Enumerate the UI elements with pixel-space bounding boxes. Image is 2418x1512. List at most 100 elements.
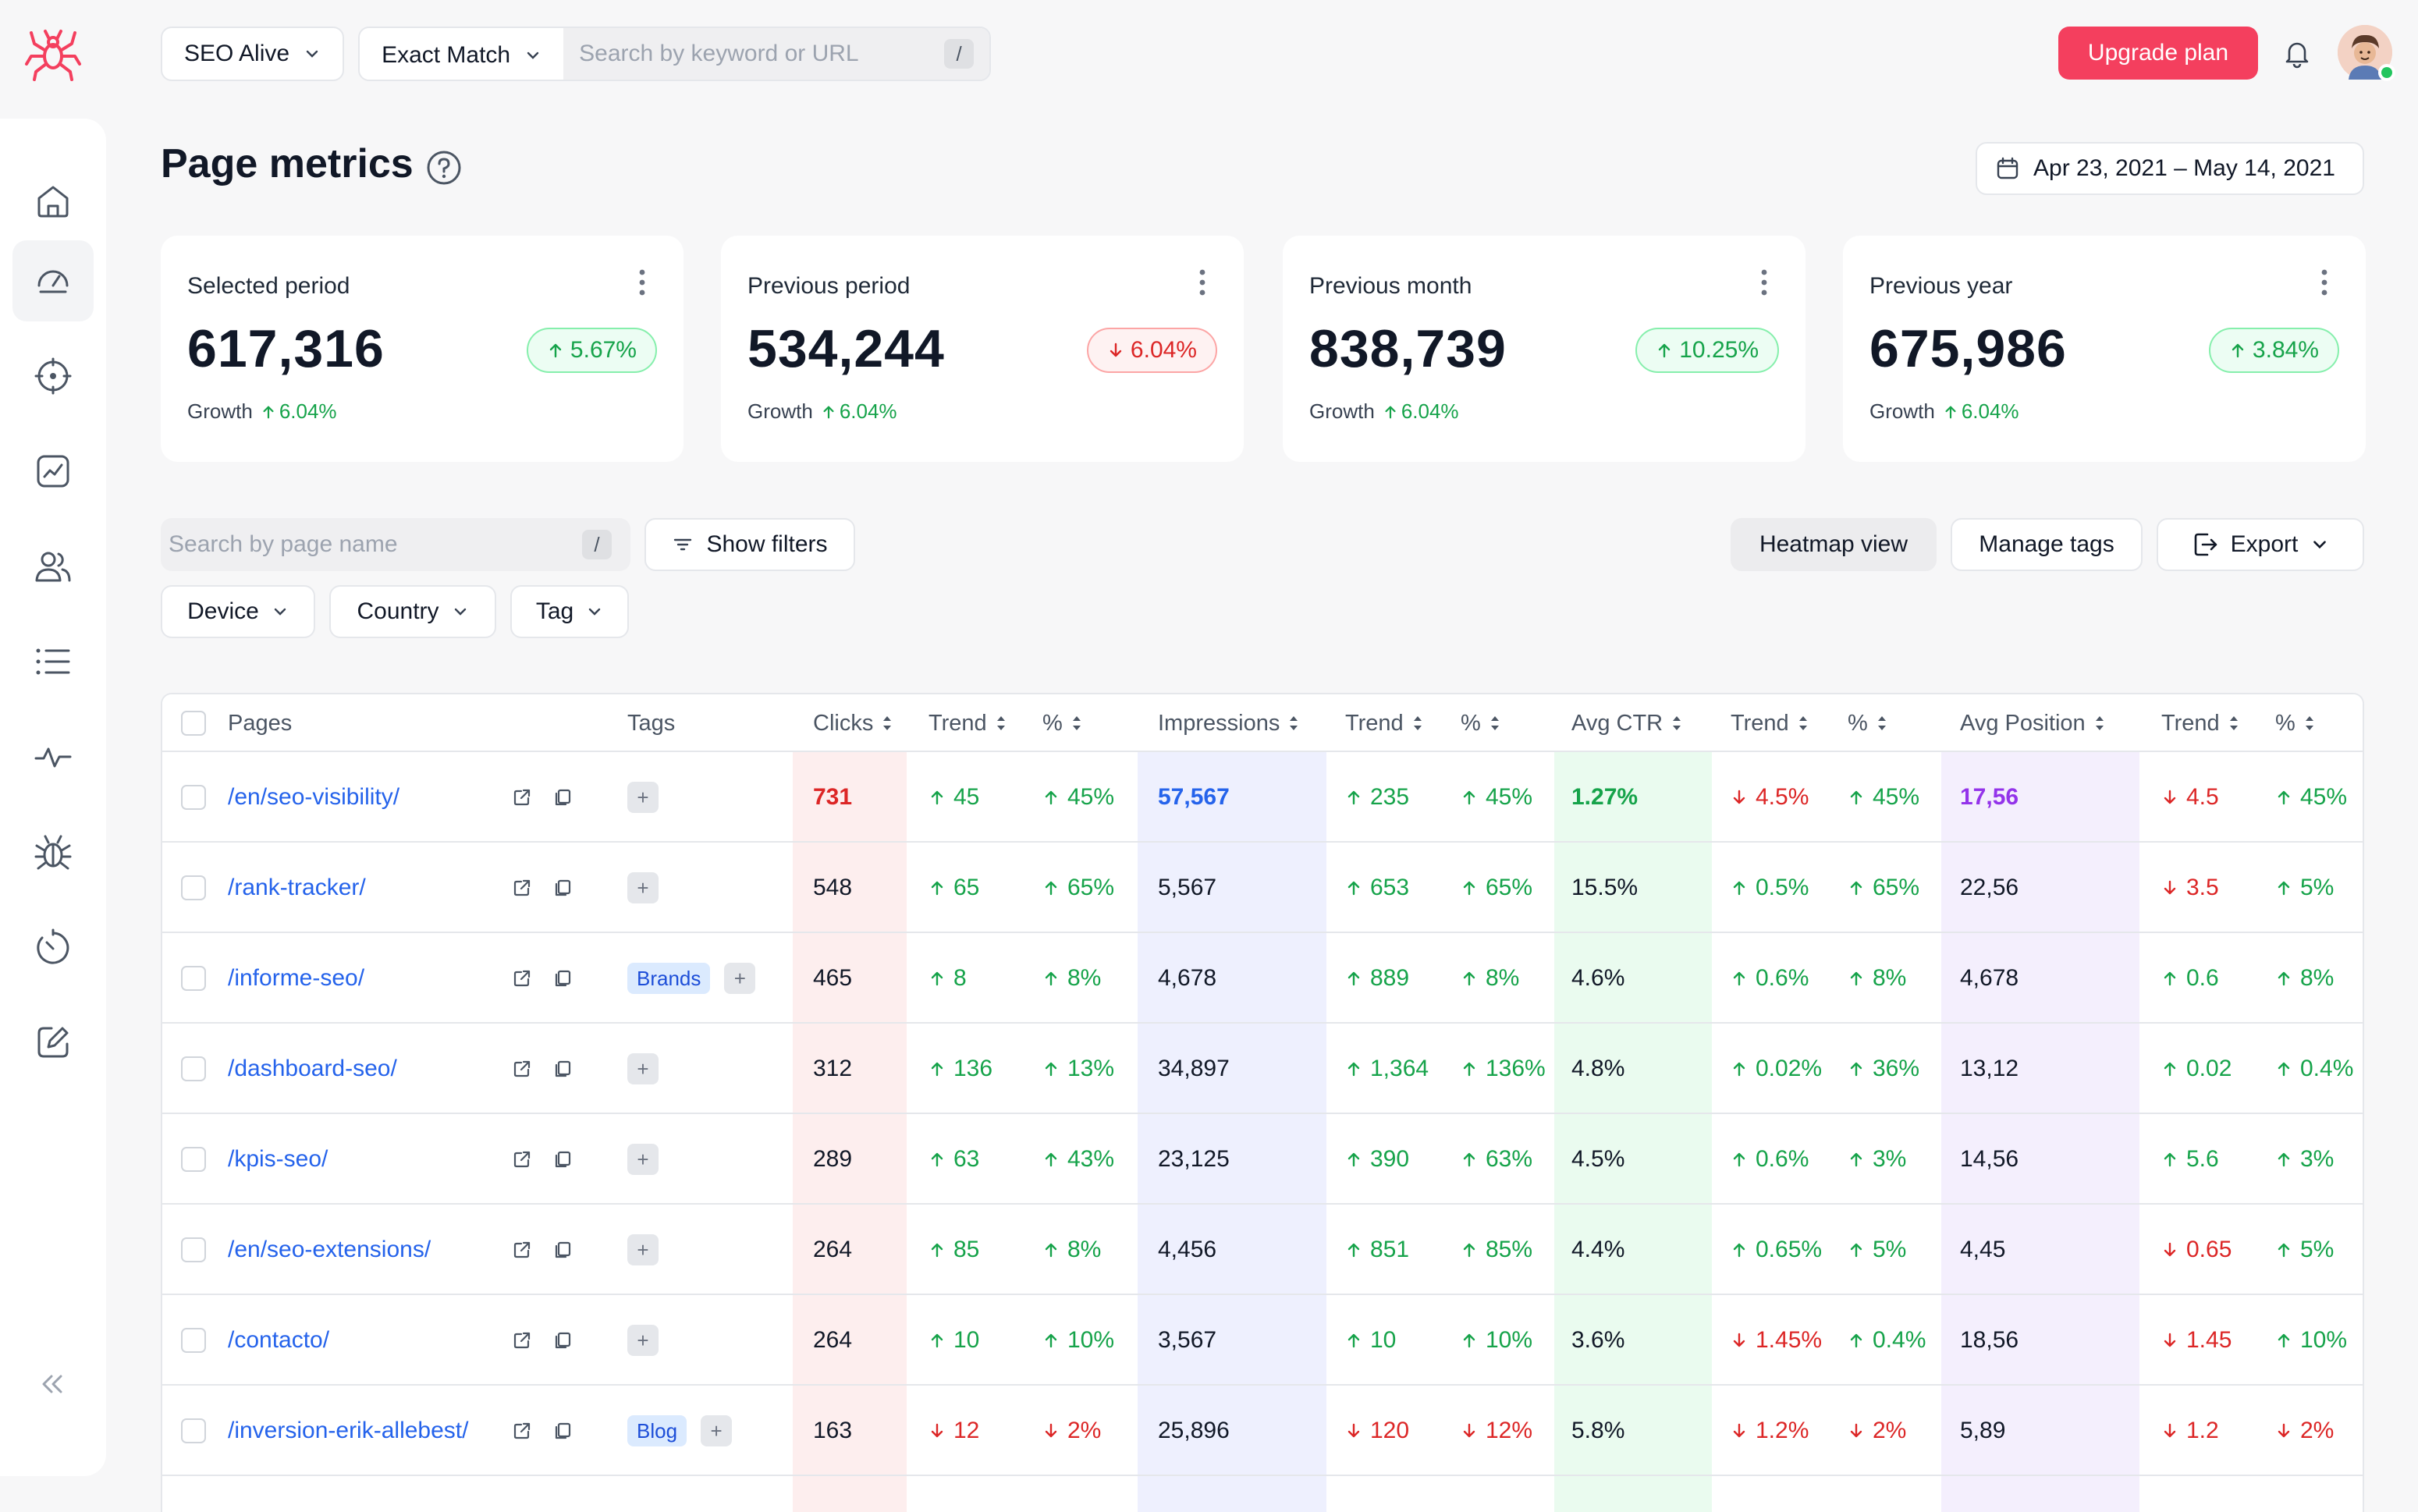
row-checkbox[interactable] — [181, 1328, 206, 1353]
open-external-button[interactable] — [512, 843, 532, 933]
page-link[interactable]: /en/seo-visibility/ — [228, 752, 399, 843]
more-vertical-icon[interactable] — [1760, 268, 1768, 296]
header-ctr-percent[interactable]: % — [1848, 694, 1888, 752]
header-ctr-trend[interactable]: Trend — [1731, 694, 1809, 752]
sidebar-item-activity[interactable] — [12, 716, 94, 797]
upgrade-plan-button[interactable]: Upgrade plan — [2058, 27, 2258, 80]
open-external-button[interactable] — [512, 1295, 532, 1386]
copy-button[interactable] — [552, 1295, 573, 1386]
sidebar-item-page-metrics[interactable] — [12, 240, 94, 321]
sidebar-item-list[interactable] — [12, 621, 94, 702]
page-link[interactable]: /rank-tracker/ — [228, 843, 366, 933]
country-filter[interactable]: Country — [329, 585, 496, 638]
row-checkbox[interactable] — [181, 966, 206, 991]
header-clicks-trend[interactable]: Trend — [928, 694, 1007, 752]
open-external-button[interactable] — [512, 933, 532, 1024]
sort-icon[interactable] — [995, 713, 1007, 733]
row-checkbox[interactable] — [181, 785, 206, 810]
sort-icon[interactable] — [881, 713, 893, 733]
add-tag-button[interactable]: + — [627, 1144, 659, 1175]
help-icon[interactable] — [426, 150, 462, 186]
manage-tags-button[interactable]: Manage tags — [1951, 518, 2143, 571]
sort-icon[interactable] — [1287, 713, 1300, 733]
add-tag-button[interactable]: + — [627, 872, 659, 903]
date-range-picker[interactable]: Apr 23, 2021 – May 14, 2021 — [1976, 142, 2364, 195]
header-clicks-percent[interactable]: % — [1042, 694, 1083, 752]
keyword-search-input[interactable]: Search by keyword or URL / — [563, 28, 990, 80]
page-link[interactable]: /kpis-seo/ — [228, 1114, 328, 1205]
sort-icon[interactable] — [1876, 713, 1888, 733]
sidebar-item-users[interactable] — [12, 526, 94, 607]
show-filters-button[interactable]: Show filters — [644, 518, 855, 571]
sort-icon[interactable] — [2228, 713, 2240, 733]
header-position-percent[interactable]: % — [2275, 694, 2316, 752]
tag-filter[interactable]: Tag — [510, 585, 629, 638]
copy-button[interactable] — [552, 752, 573, 843]
header-position-trend[interactable]: Trend — [2161, 694, 2240, 752]
header-impressions-percent[interactable]: % — [1461, 694, 1501, 752]
collapse-sidebar-button[interactable] — [12, 1343, 94, 1425]
sidebar-item-target[interactable] — [12, 335, 94, 417]
more-vertical-icon[interactable] — [1198, 268, 1206, 296]
tag-badge[interactable]: Blog — [627, 1415, 687, 1446]
project-selector[interactable]: SEO Alive — [161, 27, 345, 81]
more-vertical-icon[interactable] — [2320, 268, 2328, 296]
add-tag-button[interactable]: + — [627, 1234, 659, 1265]
header-impressions-trend[interactable]: Trend — [1345, 694, 1424, 752]
add-tag-button[interactable]: + — [627, 1325, 659, 1356]
sidebar-item-analytics[interactable] — [12, 431, 94, 512]
select-all-checkbox[interactable] — [181, 711, 206, 736]
sort-icon[interactable] — [1489, 713, 1501, 733]
sort-icon[interactable] — [2303, 713, 2316, 733]
sort-icon[interactable] — [1671, 713, 1683, 733]
copy-button[interactable] — [552, 1114, 573, 1205]
sort-icon[interactable] — [1797, 713, 1809, 733]
page-link[interactable]: /inversion-erik-allebest/ — [228, 1386, 468, 1476]
add-tag-button[interactable]: + — [701, 1415, 733, 1446]
bell-icon[interactable] — [2281, 37, 2313, 69]
page-link[interactable]: /en/seo-extensions/ — [228, 1205, 431, 1295]
add-tag-button[interactable]: + — [627, 1053, 659, 1084]
add-tag-button[interactable]: + — [627, 782, 659, 813]
impressions-trend-cell-value: 120 — [1370, 1418, 1410, 1443]
tag-badge[interactable]: Brands — [627, 963, 711, 994]
header-clicks[interactable]: Clicks — [813, 694, 893, 752]
row-checkbox[interactable] — [181, 875, 206, 900]
open-external-button[interactable] — [512, 1205, 532, 1295]
sidebar-item-timer[interactable] — [12, 907, 94, 988]
sort-icon[interactable] — [2093, 713, 2106, 733]
header-avg-position[interactable]: Avg Position — [1960, 694, 2106, 752]
sidebar-item-notes[interactable] — [12, 1002, 94, 1083]
header-impressions[interactable]: Impressions — [1158, 694, 1300, 752]
row-checkbox[interactable] — [181, 1237, 206, 1262]
avatar[interactable] — [2338, 25, 2395, 81]
copy-button[interactable] — [552, 933, 573, 1024]
spider-logo-icon[interactable] — [23, 23, 83, 83]
add-tag-button[interactable]: + — [724, 963, 756, 994]
open-external-button[interactable] — [512, 1114, 532, 1205]
row-checkbox[interactable] — [181, 1418, 206, 1443]
device-filter[interactable]: Device — [161, 585, 315, 638]
row-checkbox[interactable] — [181, 1056, 206, 1081]
copy-button[interactable] — [552, 843, 573, 933]
sidebar-item-bugs[interactable] — [12, 811, 94, 893]
open-external-button[interactable] — [512, 1024, 532, 1114]
page-link[interactable]: /informe-seo/ — [228, 933, 364, 1024]
row-checkbox[interactable] — [181, 1147, 206, 1172]
heatmap-view-button[interactable]: Heatmap view — [1731, 518, 1937, 571]
copy-button[interactable] — [552, 1024, 573, 1114]
page-link[interactable]: /dashboard-seo/ — [228, 1024, 397, 1114]
sort-icon[interactable] — [1071, 713, 1083, 733]
header-avg-ctr[interactable]: Avg CTR — [1571, 694, 1683, 752]
open-external-button[interactable] — [512, 1386, 532, 1476]
export-button[interactable]: Export — [2157, 518, 2364, 571]
copy-button[interactable] — [552, 1205, 573, 1295]
more-vertical-icon[interactable] — [638, 268, 646, 296]
page-search-input[interactable]: Search by page name / — [161, 518, 630, 571]
sidebar-item-home[interactable] — [12, 161, 94, 242]
page-link[interactable]: /contacto/ — [228, 1295, 329, 1386]
sort-icon[interactable] — [1411, 713, 1424, 733]
open-external-button[interactable] — [512, 752, 532, 843]
match-type-selector[interactable]: Exact Match — [360, 28, 564, 80]
copy-button[interactable] — [552, 1386, 573, 1476]
